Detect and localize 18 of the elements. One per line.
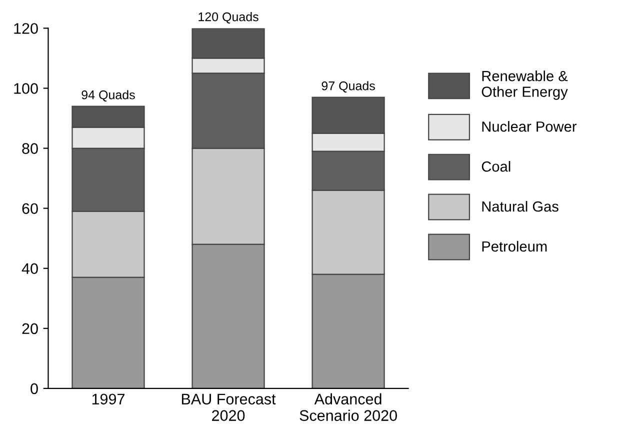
y-tick-label: 60 — [22, 203, 38, 214]
y-tick-label: 0 — [30, 383, 38, 394]
x-tick-label: Advanced Scenario 2020 — [300, 393, 397, 421]
legend-label: Nuclear Power — [482, 121, 577, 132]
y-tick-label: 40 — [22, 263, 38, 274]
y-tick-label: 80 — [22, 143, 38, 154]
total-label: 97 Quads — [322, 81, 375, 93]
total-label: 94 Quads — [82, 90, 135, 102]
total-label: 120 Quads — [198, 12, 258, 24]
y-tick-label: 20 — [22, 323, 38, 334]
legend-label: Renewable & Other Energy — [482, 70, 568, 100]
legend-label: Coal — [482, 161, 510, 172]
x-tick-label: 1997 — [92, 394, 124, 405]
x-tick-label: BAU Forecast 2020 — [182, 394, 276, 421]
legend-label: Petroleum — [482, 240, 547, 252]
y-tick-label: 100 — [14, 83, 38, 94]
legend-label: Natural Gas — [482, 200, 558, 212]
y-tick-label: 120 — [14, 23, 38, 34]
